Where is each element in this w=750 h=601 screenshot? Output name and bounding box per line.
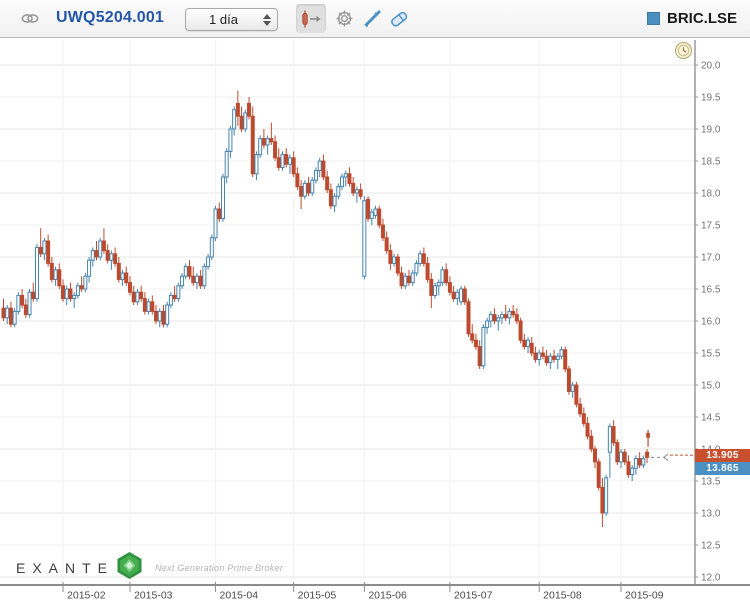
svg-text:18.0: 18.0	[701, 189, 721, 200]
draw-button[interactable]	[358, 4, 388, 33]
gear-icon	[335, 10, 353, 27]
svg-text:19.5: 19.5	[701, 93, 721, 104]
svg-text:2015-05: 2015-05	[298, 590, 337, 601]
timeframe-select[interactable]: 1 día	[185, 8, 278, 31]
svg-text:2015-08: 2015-08	[543, 590, 582, 601]
symbol-box: BRIC.LSE	[646, 10, 737, 27]
svg-text:16.0: 16.0	[701, 317, 721, 328]
svg-text:15.0: 15.0	[701, 381, 721, 392]
ask-price-badge: 13.905	[695, 449, 750, 462]
timeframe-value: 1 día	[209, 12, 238, 27]
candle-arrow-icon	[302, 10, 321, 27]
svg-text:17.0: 17.0	[701, 253, 721, 264]
brand-tagline: Next Generation Prime Broker	[155, 563, 284, 573]
brand-logo-icon	[116, 551, 143, 585]
svg-text:12.0: 12.0	[701, 573, 721, 584]
pencil-icon	[364, 9, 381, 27]
svg-text:2015-07: 2015-07	[454, 590, 493, 601]
instrument-title[interactable]: UWQ5204.001	[56, 9, 165, 26]
svg-text:19.0: 19.0	[701, 125, 721, 136]
svg-text:13.0: 13.0	[701, 509, 721, 520]
svg-text:14.5: 14.5	[701, 413, 721, 424]
symbol-label: BRIC.LSE	[666, 10, 737, 27]
broker-watermark: EXANTE Next Generation Prime Broker	[16, 551, 284, 585]
svg-text:2015-09: 2015-09	[625, 590, 664, 601]
bid-price-badge: 13.865	[695, 462, 750, 475]
link-chain-icon[interactable]	[21, 11, 39, 26]
erase-button[interactable]	[384, 4, 414, 33]
svg-text:17.5: 17.5	[701, 221, 721, 232]
svg-text:15.5: 15.5	[701, 349, 721, 360]
svg-text:18.5: 18.5	[701, 157, 721, 168]
select-stepper-icon	[261, 13, 277, 26]
brand-name: EXANTE	[16, 560, 115, 576]
candlestick-chart[interactable]: 20.0 19.5 19.0 18.5 18.0 17.5 17.0 16.5 16.0 15.5…	[0, 40, 750, 601]
svg-text:13.5: 13.5	[701, 477, 721, 488]
chart-area[interactable]: 20.0 19.5 19.0 18.5 18.0 17.5 17.0 16.5 16.0 15.5…	[0, 39, 750, 601]
clock-button[interactable]	[675, 42, 692, 59]
svg-text:2015-04: 2015-04	[220, 590, 259, 601]
svg-text:16.5: 16.5	[701, 285, 721, 296]
symbol-color-swatch-icon	[646, 12, 660, 25]
svg-text:2015-02: 2015-02	[67, 590, 106, 601]
settings-button[interactable]	[329, 4, 359, 33]
clock-icon	[677, 44, 690, 57]
svg-text:20.0: 20.0	[701, 61, 721, 72]
svg-text:12.5: 12.5	[701, 541, 721, 552]
chart-header: UWQ5204.001 1 día	[0, 0, 750, 38]
order-line-tool-button[interactable]	[296, 4, 326, 33]
svg-text:2015-06: 2015-06	[368, 590, 407, 601]
svg-text:2015-03: 2015-03	[134, 590, 173, 601]
eraser-icon	[391, 11, 408, 27]
